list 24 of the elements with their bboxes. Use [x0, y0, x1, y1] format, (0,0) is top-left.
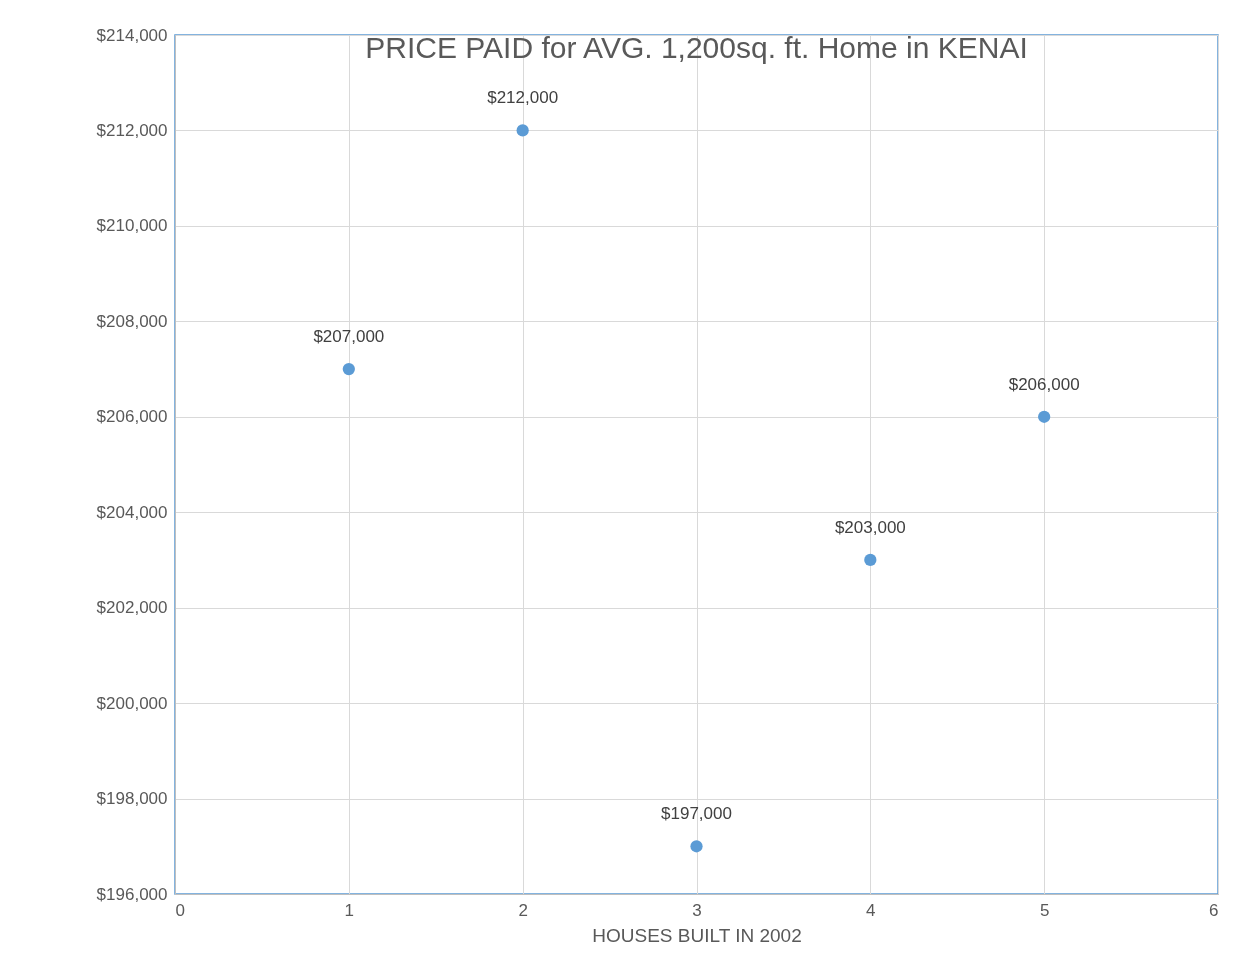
y-tick-label: $214,000: [96, 25, 168, 45]
data-label: $212,000: [487, 88, 559, 108]
y-tick-label: $200,000: [96, 693, 168, 713]
y-tick-label: $210,000: [96, 216, 168, 236]
x-tick-label: 4: [866, 900, 876, 920]
data-label: $203,000: [834, 517, 906, 537]
x-tick-label: 1: [344, 900, 355, 920]
data-label: $197,000: [661, 804, 732, 824]
y-tick-label: $204,000: [96, 502, 168, 522]
y-tick-label: $202,000: [96, 598, 168, 618]
x-tick-label: 6: [1209, 900, 1219, 920]
x-tick-label: 3: [692, 900, 702, 920]
y-tick-label: $212,000: [96, 120, 168, 140]
y-tick-label: $196,000: [96, 884, 168, 904]
x-tick-label: 0: [175, 900, 185, 920]
y-tick-label: $206,000: [96, 407, 168, 427]
chart-title: PRICE PAID for AVG. 1,200sq. ft. Home in KENAI: [365, 31, 1028, 64]
x-tick-label: 5: [1039, 900, 1050, 920]
x-axis-title: HOUSES BUILT IN 2002: [592, 924, 802, 946]
x-tick-label: 2: [518, 900, 528, 920]
y-tick-label: $198,000: [96, 789, 168, 809]
data-label: $206,000: [1008, 374, 1080, 394]
y-tick-label: $208,000: [96, 311, 168, 331]
data-label: $207,000: [313, 327, 385, 347]
